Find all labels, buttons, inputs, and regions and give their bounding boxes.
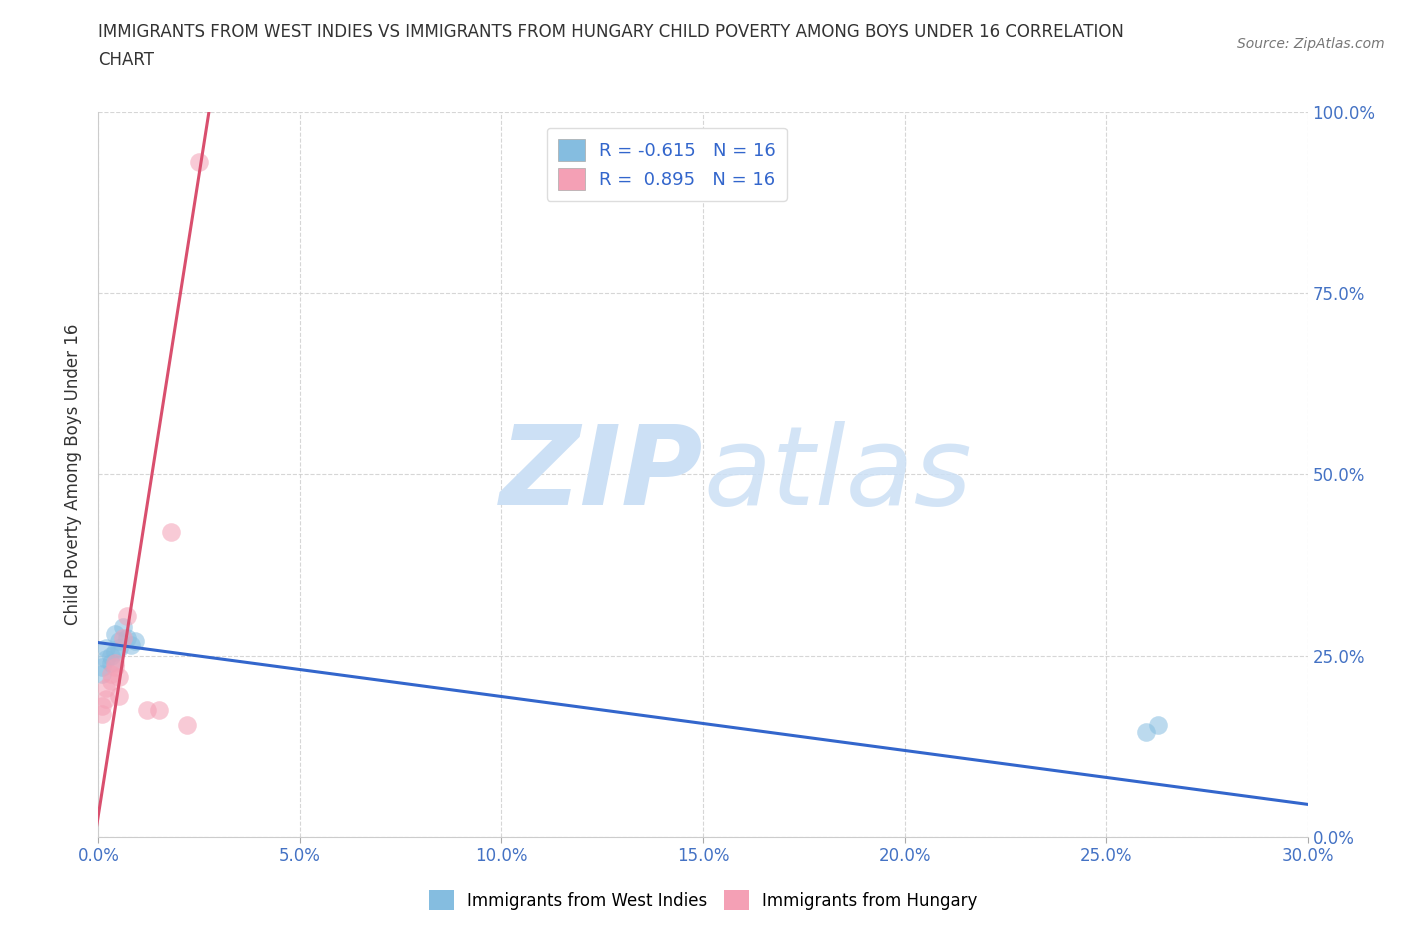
Point [100, 656, 122, 671]
Text: ZIP: ZIP [499, 420, 703, 528]
Point [100, 666, 122, 681]
Point [124, 633, 146, 648]
Point [103, 656, 125, 671]
Point [1135, 724, 1157, 739]
Point [96, 681, 118, 696]
Point [188, 155, 211, 170]
Point [107, 670, 129, 684]
Point [160, 525, 183, 539]
Point [176, 717, 198, 732]
Point [115, 631, 138, 645]
Text: CHART: CHART [98, 51, 155, 69]
Text: Source: ZipAtlas.com: Source: ZipAtlas.com [1237, 37, 1385, 51]
Text: atlas: atlas [703, 420, 972, 528]
Point [91, 699, 114, 714]
Legend: Immigrants from West Indies, Immigrants from Hungary: Immigrants from West Indies, Immigrants … [422, 884, 984, 917]
Point [100, 648, 122, 663]
Legend: R = -0.615   N = 16, R =  0.895   N = 16: R = -0.615 N = 16, R = 0.895 N = 16 [547, 128, 787, 201]
Point [96, 641, 118, 656]
Point [148, 703, 170, 718]
Point [96, 652, 118, 667]
Point [100, 673, 122, 688]
Point [1147, 717, 1170, 732]
Y-axis label: Child Poverty Among Boys Under 16: Child Poverty Among Boys Under 16 [65, 324, 83, 625]
Point [91, 666, 114, 681]
Point [135, 703, 157, 718]
Point [96, 692, 118, 707]
Point [107, 633, 129, 648]
Point [107, 688, 129, 703]
Point [111, 619, 134, 634]
Point [103, 659, 125, 674]
Point [115, 608, 138, 623]
Point [91, 706, 114, 721]
Text: IMMIGRANTS FROM WEST INDIES VS IMMIGRANTS FROM HUNGARY CHILD POVERTY AMONG BOYS : IMMIGRANTS FROM WEST INDIES VS IMMIGRANT… [98, 23, 1125, 41]
Point [111, 631, 134, 645]
Point [120, 637, 142, 652]
Point [103, 627, 125, 642]
Point [103, 644, 125, 659]
Point [107, 641, 129, 656]
Point [91, 659, 114, 674]
